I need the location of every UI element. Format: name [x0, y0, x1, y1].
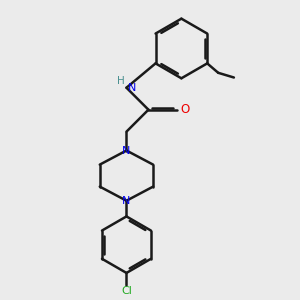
Text: O: O	[181, 103, 190, 116]
Text: N: N	[122, 196, 130, 206]
Text: Cl: Cl	[121, 286, 132, 296]
Text: N: N	[122, 146, 130, 155]
Text: H: H	[117, 76, 125, 86]
Text: N: N	[128, 83, 136, 93]
